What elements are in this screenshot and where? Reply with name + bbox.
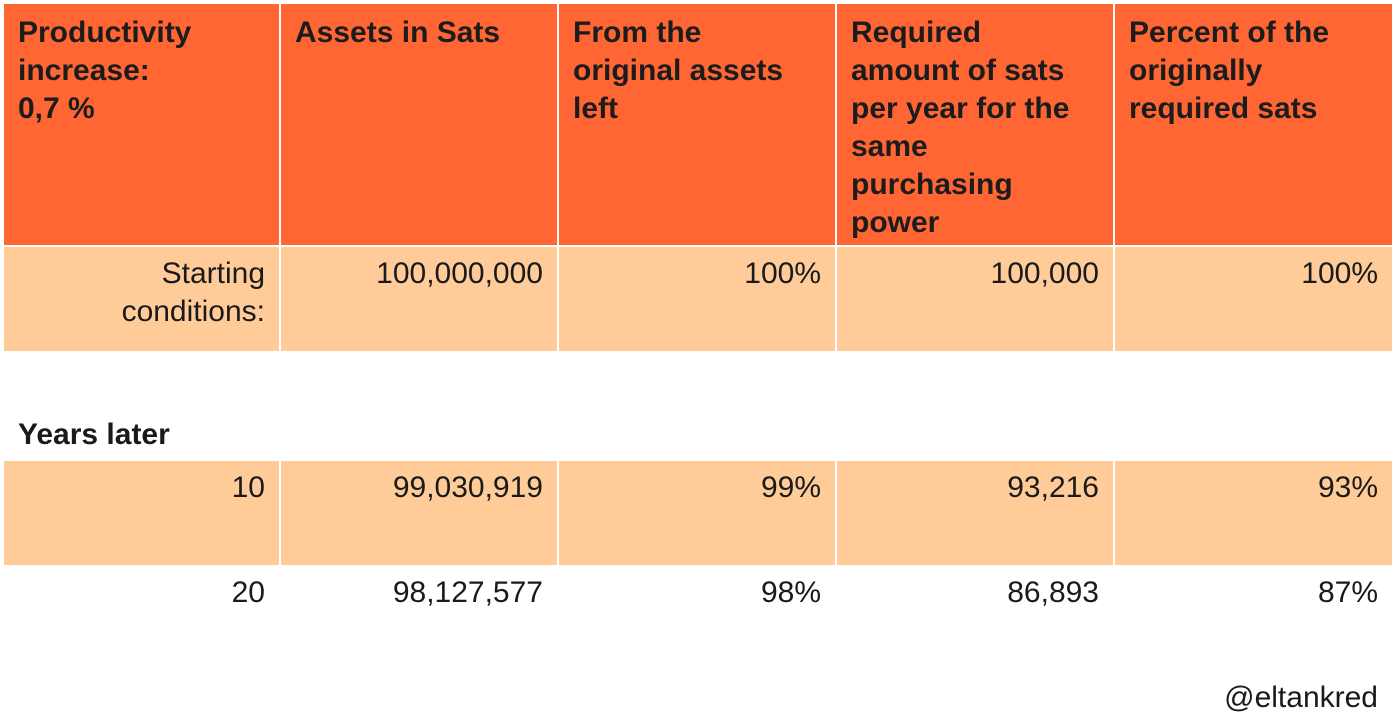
cell-starting-label[interactable]: Starting conditions: (4, 247, 281, 351)
table-row-starting-conditions: Starting conditions: 100,000,000 100% 10… (4, 247, 1392, 351)
header-text-line: power (851, 206, 940, 239)
cell-years[interactable]: 20 (231, 576, 265, 609)
cell-assets[interactable]: 100,000,000 (281, 247, 559, 351)
cell-required-sats[interactable]: 100,000 (837, 247, 1115, 351)
header-text-line: same (851, 130, 928, 163)
header-text-line: originally (1129, 54, 1263, 87)
header-text-line: amount of sats (851, 54, 1065, 87)
header-text-line: left (573, 92, 618, 125)
header-text-line: Productivity (18, 16, 192, 49)
header-cell-required-sats[interactable]: Required amount of sats per year for the… (837, 4, 1115, 245)
author-watermark: @eltankred (1224, 681, 1378, 714)
header-text-line: 0,7 % (18, 92, 95, 125)
table-row: 10 99,030,919 99% 93,216 93% (4, 461, 1392, 565)
cell-assets-left[interactable]: 100% (559, 247, 837, 351)
header-cell-percent-required[interactable]: Percent of the originally required sats (1115, 4, 1392, 245)
cell-required-sats[interactable]: 93,216 (837, 461, 1115, 565)
cell-percent-required[interactable]: 93% (1115, 461, 1392, 565)
cell-years[interactable]: 10 (4, 461, 281, 565)
cell-assets[interactable]: 99,030,919 (281, 461, 559, 565)
header-text-line: Assets in Sats (295, 16, 501, 49)
header-text-line: Percent of the (1129, 16, 1330, 49)
header-row: Productivity increase: 0,7 % Assets in S… (4, 4, 1392, 245)
header-cell-assets-left[interactable]: From the original assets left (559, 4, 837, 245)
cell-required-sats[interactable]: 86,893 (1007, 576, 1099, 609)
cell-assets[interactable]: 98,127,577 (392, 576, 543, 609)
years-later-label: Years later (18, 418, 170, 451)
cell-percent-required[interactable]: 100% (1115, 247, 1392, 351)
cell-percent-required[interactable]: 87% (1317, 576, 1378, 609)
row-label-line: Starting (161, 257, 265, 290)
row-label-line: conditions: (121, 295, 265, 328)
header-text-line: per year for the (851, 92, 1070, 125)
header-cell-productivity[interactable]: Productivity increase: 0,7 % (4, 4, 281, 245)
header-text-line: required sats (1129, 92, 1318, 125)
header-text-line: original assets (573, 54, 784, 87)
cell-assets-left[interactable]: 98% (760, 576, 821, 609)
header-text-line: increase: (18, 54, 150, 87)
header-text-line: purchasing (851, 168, 1013, 201)
header-text-line: Required (851, 16, 982, 49)
cell-assets-left[interactable]: 99% (559, 461, 837, 565)
header-text-line: From the (573, 16, 702, 49)
header-cell-assets[interactable]: Assets in Sats (281, 4, 559, 245)
table-row: 20 98,127,577 98% 86,893 87% (4, 566, 1392, 646)
